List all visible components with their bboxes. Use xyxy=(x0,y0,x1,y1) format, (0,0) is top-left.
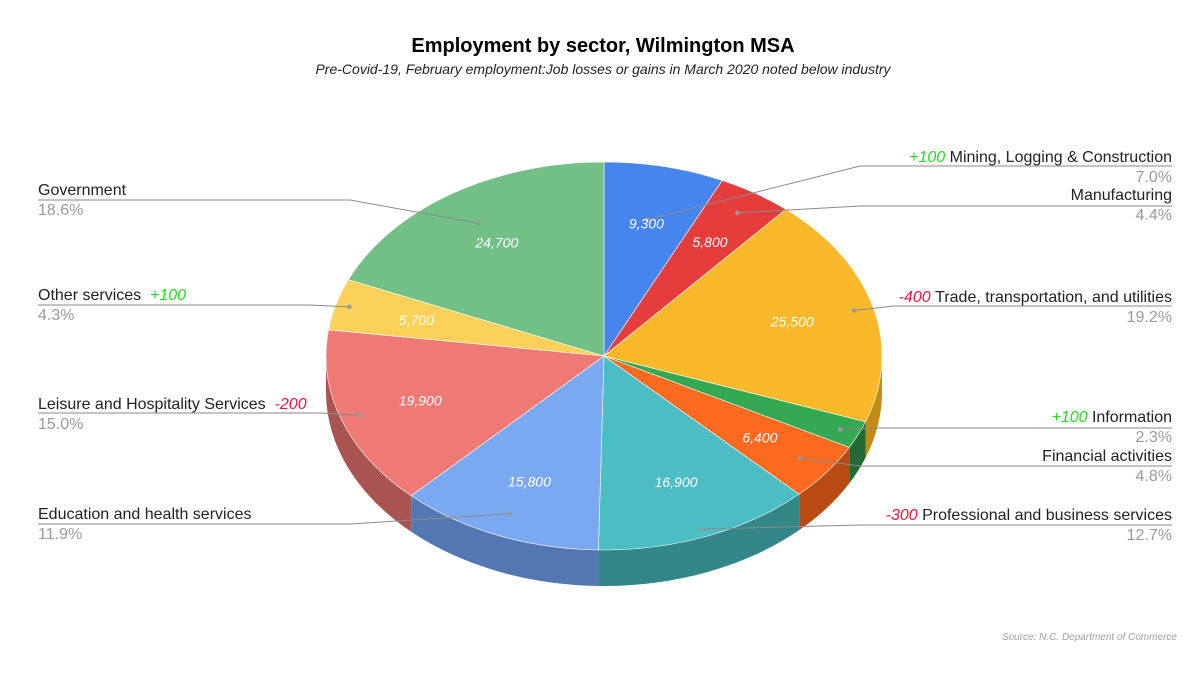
leader-line-1 xyxy=(737,205,1172,214)
leader-line-3 xyxy=(840,427,1172,430)
slice-side-3 xyxy=(849,421,866,484)
slice-side-6 xyxy=(411,495,599,586)
slice-labels: +100 Mining, Logging & Construction7.0%M… xyxy=(38,149,1172,544)
slice-percent-9: 18.6% xyxy=(38,202,83,219)
value-label-1: 5,800 xyxy=(692,234,727,250)
slice-side-2 xyxy=(865,356,882,458)
slice-percent-5: 12.7% xyxy=(1127,527,1172,544)
leader-dot-4 xyxy=(797,455,803,461)
leader-dots xyxy=(347,210,857,532)
slice-name-3: Information xyxy=(1088,409,1172,426)
change-value-8: +100 xyxy=(150,287,186,304)
change-value-3: +100 xyxy=(1051,409,1087,426)
change-value-7: -200 xyxy=(275,396,307,413)
pie-top xyxy=(325,161,883,551)
slice-percent-7: 15.0% xyxy=(38,416,83,433)
slice-name-7: Leisure and Hospitality Services xyxy=(38,396,275,413)
leader-line-0 xyxy=(647,165,1172,221)
slice-percent-0: 7.0% xyxy=(1136,169,1172,186)
value-label-2: 25,500 xyxy=(770,314,814,330)
slice-5 xyxy=(598,355,800,551)
slice-9 xyxy=(347,161,605,357)
slice-label-4: Financial activities xyxy=(1042,448,1172,465)
slice-label-8: Other services +100 xyxy=(38,287,186,304)
leader-line-5 xyxy=(702,524,1172,530)
slice-percent-8: 4.3% xyxy=(38,307,74,324)
leader-dot-2 xyxy=(851,308,857,313)
slice-label-0: +100 Mining, Logging & Construction xyxy=(909,149,1172,166)
value-label-7: 19,900 xyxy=(399,393,442,409)
slice-side-4 xyxy=(799,447,850,531)
value-label-4: 6,400 xyxy=(742,429,777,445)
slice-name-0: Mining, Logging & Construction xyxy=(945,149,1172,166)
source-note: Source: N.C. Department of Commerce xyxy=(1002,632,1177,643)
chart-subtitle: Pre-Covid-19, February employment:Job lo… xyxy=(315,61,891,77)
leader-line-8 xyxy=(38,304,350,308)
change-value-0: +100 xyxy=(909,149,945,166)
value-labels: 9,300 5,800 25,500 6,400 16,900 15,800 19,900 5… xyxy=(399,215,814,490)
slice-percent-6: 11.9% xyxy=(38,526,82,543)
slice-7 xyxy=(325,329,605,497)
slice-label-1: Manufacturing xyxy=(1071,187,1172,204)
slice-6 xyxy=(410,355,605,551)
slice-label-7: Leisure and Hospitality Services -200 xyxy=(38,396,307,413)
value-label-0: 9,300 xyxy=(629,215,664,231)
value-label-5: 16,900 xyxy=(655,474,698,490)
leader-line-6 xyxy=(38,513,511,525)
slice-percent-3: 2.3% xyxy=(1136,429,1172,446)
pie-depth xyxy=(326,356,882,586)
leader-dot-1 xyxy=(734,210,740,216)
leader-line-7 xyxy=(38,412,360,416)
slice-label-2: -400 Trade, transportation, and utilitie… xyxy=(899,289,1172,306)
slice-0 xyxy=(603,161,723,357)
slice-percent-4: 4.8% xyxy=(1136,468,1172,485)
slice-name-5: Professional and business services xyxy=(918,507,1172,524)
leader-dot-5 xyxy=(700,526,706,532)
leader-dot-8 xyxy=(347,304,352,310)
slice-label-9: Government xyxy=(38,182,127,199)
slice-percent-2: 19.2% xyxy=(1127,309,1172,326)
slice-side-5 xyxy=(598,494,800,586)
slice-name-8: Other services xyxy=(38,287,150,304)
leader-line-2 xyxy=(854,305,1172,311)
value-label-6: 15,800 xyxy=(508,473,551,489)
change-value-5: -300 xyxy=(886,507,918,524)
slice-label-5: -300 Professional and business services xyxy=(886,507,1172,524)
leader-dot-0 xyxy=(645,217,650,222)
leader-dot-6 xyxy=(507,511,513,516)
chart-title: Employment by sector, Wilmington MSA xyxy=(411,35,794,57)
value-label-9: 24,700 xyxy=(474,235,518,251)
value-label-8: 5,700 xyxy=(399,312,434,328)
leader-dot-3 xyxy=(837,427,843,432)
leader-dot-9 xyxy=(476,220,481,226)
change-value-2: -400 xyxy=(899,289,931,306)
slice-name-2: Trade, transportation, and utilities xyxy=(931,289,1172,306)
slice-percent-1: 4.4% xyxy=(1136,207,1172,224)
slice-label-3: +100 Information xyxy=(1051,409,1172,426)
leader-dot-7 xyxy=(357,412,363,418)
leader-line-9 xyxy=(38,199,479,224)
slice-label-6: Education and health services xyxy=(38,506,251,523)
leader-line-4 xyxy=(799,457,1172,467)
slice-2 xyxy=(603,208,883,423)
leader-lines xyxy=(38,165,1172,530)
slice-side-7 xyxy=(326,356,412,532)
